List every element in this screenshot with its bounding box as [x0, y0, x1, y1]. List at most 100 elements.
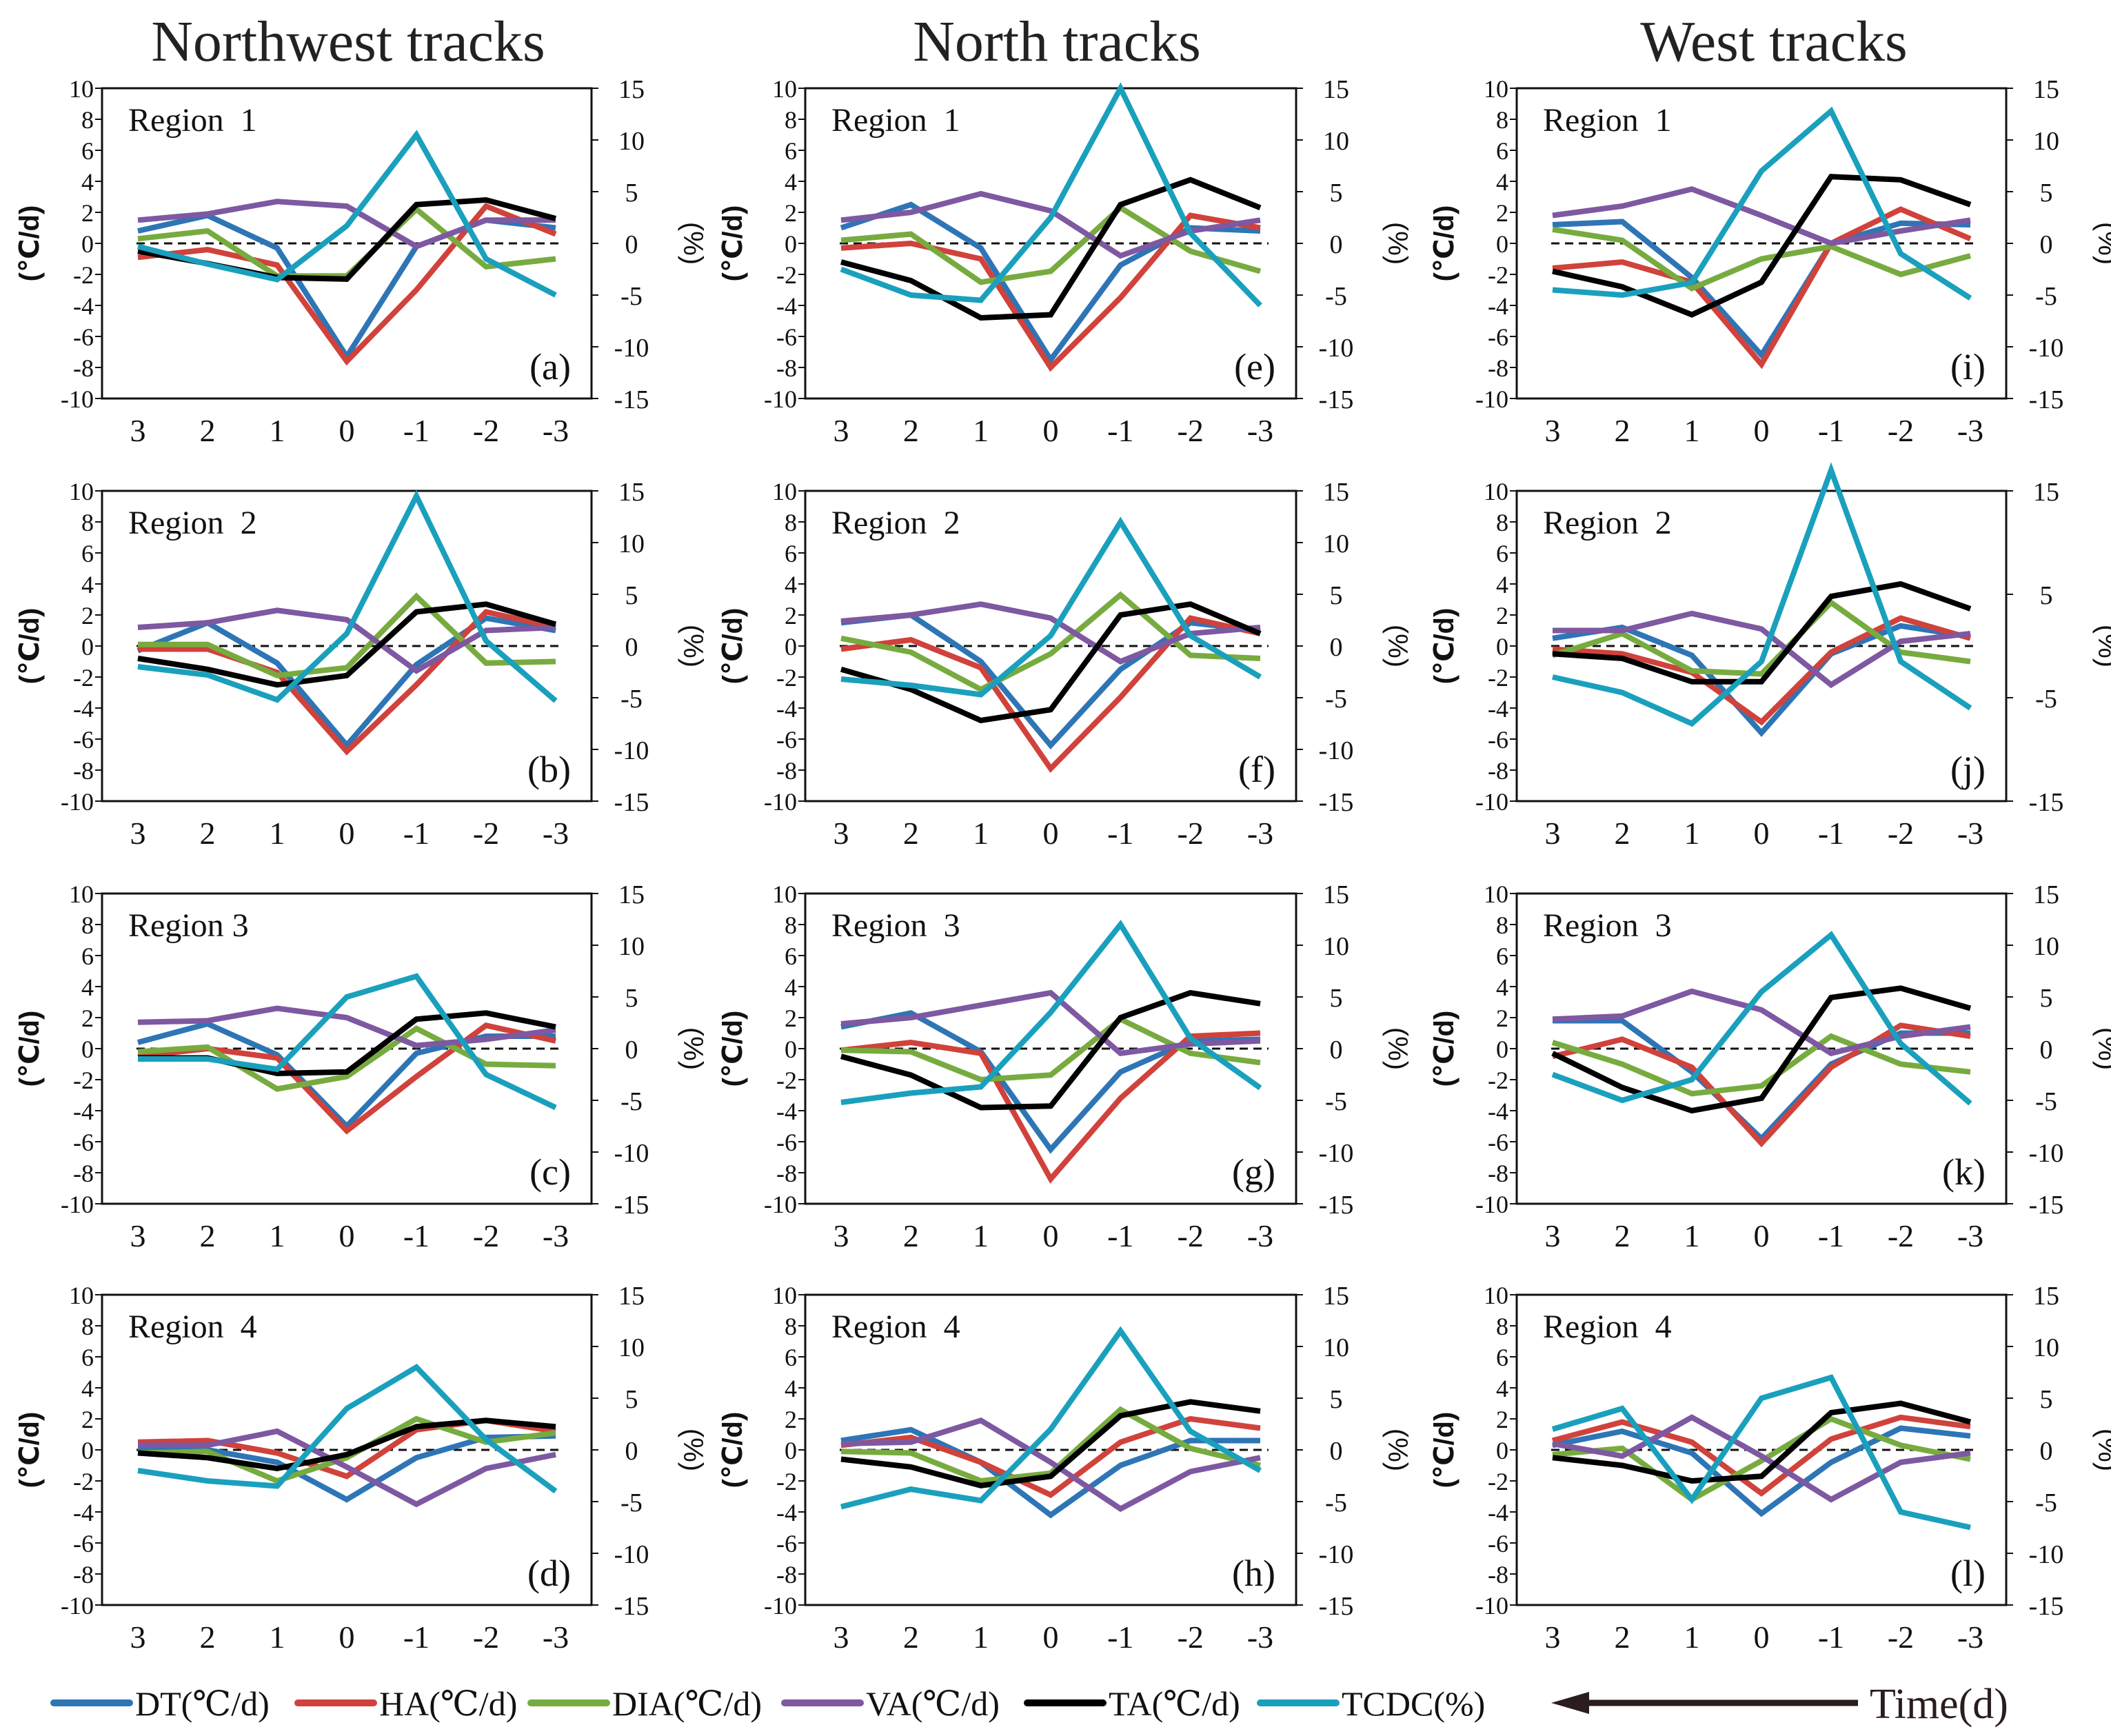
- right-tick-label: -10: [1319, 1540, 1354, 1569]
- left-axis-title: (℃/d): [14, 1011, 45, 1087]
- right-tick-label: -5: [620, 685, 643, 714]
- x-tick-label: -2: [1178, 413, 1204, 448]
- x-tick-label: -1: [1107, 413, 1133, 448]
- left-tick-label: -6: [776, 1530, 797, 1557]
- time-label: Time(d): [1870, 1681, 2008, 1728]
- right-tick-label: 5: [1330, 1385, 1343, 1414]
- left-tick-label: 0: [785, 1437, 797, 1464]
- x-tick-label: 2: [1615, 1218, 1630, 1253]
- left-tick-label: -10: [764, 385, 797, 413]
- left-tick-label: 6: [81, 942, 94, 970]
- legend-label-dia: DIA(℃/d): [612, 1684, 762, 1723]
- x-tick-label: 0: [1754, 1619, 1770, 1655]
- right-tick-label: 10: [2033, 127, 2059, 156]
- left-tick-label: -2: [1488, 261, 1508, 289]
- left-tick-label: -6: [1488, 323, 1508, 351]
- x-tick-label: -3: [1247, 1218, 1273, 1253]
- left-tick-label: 0: [81, 230, 94, 258]
- left-tick-label: -2: [776, 261, 797, 289]
- right-tick-label: 5: [625, 581, 638, 610]
- x-tick-label: 2: [1615, 1619, 1630, 1655]
- left-tick-label: -8: [73, 354, 94, 382]
- left-axis-title: (℃/d): [14, 205, 45, 282]
- right-tick-label: 0: [625, 1036, 638, 1064]
- right-tick-label: -10: [614, 1540, 649, 1569]
- right-tick-label: 5: [2040, 581, 2053, 610]
- right-tick-label: 10: [1323, 529, 1349, 558]
- left-tick-label: -8: [73, 757, 94, 785]
- x-tick-label: 3: [130, 1218, 146, 1253]
- x-tick-label: 3: [1545, 413, 1561, 448]
- right-tick-label: 10: [1323, 932, 1349, 961]
- right-tick-label: -5: [2035, 282, 2057, 311]
- panel-letter: (d): [527, 1553, 571, 1594]
- left-tick-label: -10: [764, 1592, 797, 1619]
- left-tick-label: -4: [73, 1499, 94, 1526]
- right-tick-label: -10: [614, 736, 649, 765]
- series-dia: [840, 1016, 1261, 1083]
- series-va: [137, 1005, 556, 1049]
- panel-letter: (f): [1238, 749, 1275, 790]
- panel-letter: (k): [1942, 1151, 1986, 1193]
- x-tick-label: -3: [1247, 1619, 1273, 1655]
- right-tick-label: 15: [2033, 75, 2059, 104]
- left-tick-label: -10: [764, 1191, 797, 1218]
- right-tick-label: -15: [1319, 1191, 1354, 1220]
- left-tick-label: -8: [776, 1160, 797, 1187]
- x-tick-label: 2: [903, 1218, 919, 1253]
- region-label: Region 4: [128, 1309, 257, 1345]
- right-tick-label: -10: [2029, 334, 2064, 363]
- series-va: [1552, 186, 1971, 247]
- legend-label-dt: DT(℃/d): [135, 1684, 270, 1723]
- left-tick-label: 4: [81, 168, 94, 196]
- left-tick-label: 8: [785, 106, 797, 134]
- series-va: [840, 1417, 1261, 1513]
- series-tcdc: [840, 82, 1262, 307]
- right-tick-label: -5: [2035, 685, 2057, 714]
- left-tick-label: -2: [73, 664, 94, 692]
- x-tick-label: 2: [1615, 413, 1630, 448]
- x-tick-label: 0: [1043, 1218, 1059, 1253]
- left-tick-label: -6: [1488, 1530, 1508, 1557]
- left-tick-label: 2: [785, 602, 797, 629]
- x-tick-label: -2: [1888, 1218, 1914, 1253]
- panel-letter: (a): [529, 346, 571, 387]
- series-tcdc: [1551, 931, 1972, 1106]
- left-tick-label: -10: [61, 1592, 94, 1619]
- right-axis-title: (%): [2092, 1027, 2111, 1070]
- right-tick-label: 5: [2040, 1385, 2053, 1414]
- left-tick-label: 8: [1496, 1313, 1508, 1340]
- x-tick-label: -3: [1957, 1619, 1983, 1655]
- left-tick-label: 0: [785, 1036, 797, 1063]
- right-tick-label: 10: [618, 529, 645, 558]
- right-tick-label: 0: [1330, 1036, 1343, 1064]
- series-dia: [137, 592, 556, 678]
- left-axis-title: (℃/d): [718, 1011, 748, 1087]
- series-ta: [840, 1399, 1261, 1488]
- series-tcdc: [840, 516, 1262, 698]
- right-axis-title: (%): [2092, 625, 2111, 667]
- left-tick-label: -8: [1488, 1561, 1508, 1588]
- right-axis-title: (%): [1382, 222, 1413, 265]
- legend-label-ha: HA(℃/d): [379, 1684, 517, 1723]
- right-tick-label: -5: [1325, 282, 1347, 311]
- series-ha: [840, 1415, 1261, 1498]
- left-tick-label: 0: [1496, 230, 1508, 258]
- legend: DT(℃/d) HA(℃/d) DIA(℃/d) VA(℃/d) TA(℃/d)…: [50, 1681, 2008, 1728]
- right-tick-label: -5: [1325, 1087, 1347, 1116]
- left-tick-label: -4: [1488, 292, 1508, 320]
- left-tick-label: -8: [1488, 354, 1508, 382]
- right-tick-label: 0: [2040, 1036, 2053, 1064]
- right-tick-label: -15: [1319, 1592, 1354, 1621]
- left-tick-label: -6: [776, 726, 797, 754]
- right-tick-label: 5: [625, 1385, 638, 1414]
- left-tick-label: 2: [785, 1406, 797, 1433]
- x-tick-label: -1: [1107, 1218, 1133, 1253]
- x-tick-label: 3: [1545, 1619, 1561, 1655]
- right-axis-title: (%): [678, 222, 708, 265]
- series-ha: [137, 203, 557, 366]
- right-tick-label: 10: [1323, 127, 1349, 156]
- x-tick-label: -1: [403, 413, 430, 448]
